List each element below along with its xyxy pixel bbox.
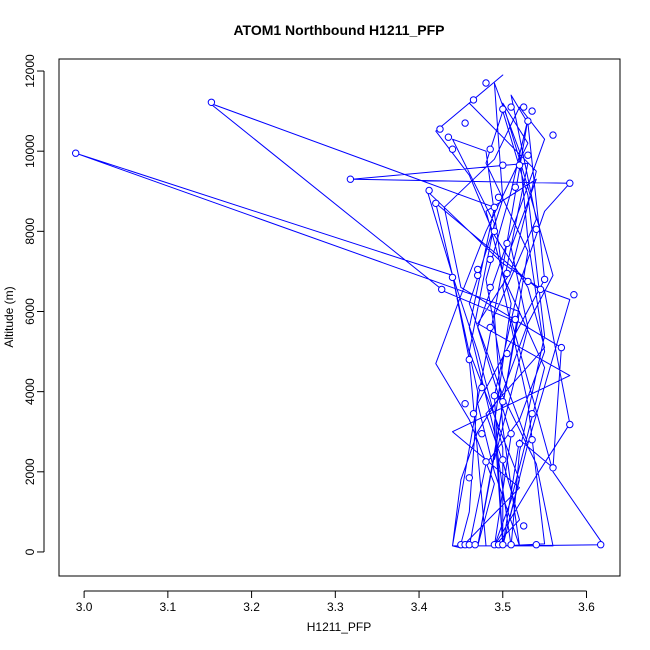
data-point	[499, 456, 507, 464]
data-point	[478, 430, 486, 438]
data-point	[528, 410, 536, 418]
x-tick-label: 3.1	[160, 600, 177, 614]
y-tick-label: 8000	[23, 218, 37, 245]
data-point	[557, 343, 566, 352]
data-point	[346, 175, 355, 183]
x-tick-label: 3.4	[411, 600, 428, 614]
plot-frame	[58, 58, 621, 577]
data-point	[507, 430, 515, 438]
data-point	[490, 203, 499, 212]
x-tick-label: 3.2	[243, 600, 260, 614]
data-point	[490, 392, 499, 400]
data-point	[499, 541, 507, 549]
series-line	[75, 74, 604, 549]
data-point	[425, 186, 433, 195]
data-point	[72, 149, 80, 157]
data-point	[524, 151, 532, 159]
data-point	[469, 410, 478, 418]
data-point	[482, 79, 490, 87]
data-point	[520, 103, 528, 111]
data-point	[465, 355, 473, 364]
data-point	[511, 315, 519, 324]
data-point	[494, 193, 503, 202]
data-point	[566, 420, 574, 429]
y-axis-label: Altitude (m)	[2, 286, 16, 347]
data-point	[499, 398, 507, 406]
chart-title: ATOM1 Northbound H1211_PFP	[233, 22, 444, 38]
x-tick-label: 3.6	[578, 600, 595, 614]
data-point	[499, 161, 507, 169]
data-point	[524, 117, 532, 125]
x-axis: 3.0 3.1 3.2 3.3 3.4 3.5 3.6	[76, 590, 595, 614]
data-point	[474, 265, 482, 274]
data-point	[532, 225, 540, 234]
y-tick-label: 10000	[23, 134, 37, 168]
data-point	[486, 145, 494, 153]
data-point	[511, 183, 519, 191]
y-axis: 0 2000 4000 6000 8000 10000 12000	[23, 54, 45, 555]
data-point	[540, 275, 549, 284]
data-point	[597, 541, 605, 549]
y-tick-label: 4000	[23, 378, 37, 405]
y-tick-label: 12000	[23, 54, 37, 88]
data-point	[528, 107, 536, 115]
data-point	[465, 474, 473, 482]
data-point	[444, 133, 453, 141]
x-axis-label: H1211_PFP	[307, 620, 371, 634]
x-tick-label: 3.3	[327, 600, 344, 614]
data-point	[432, 199, 440, 208]
data-point	[549, 464, 557, 472]
data-point	[461, 400, 469, 408]
data-point	[524, 277, 532, 286]
data-point	[499, 105, 507, 113]
data-point	[207, 98, 216, 107]
data-point	[448, 145, 457, 153]
data-point	[507, 103, 515, 111]
y-tick-label: 2000	[23, 458, 37, 485]
data-point	[570, 291, 578, 299]
data-point	[536, 285, 545, 294]
data-point	[474, 271, 482, 280]
data-point	[528, 436, 536, 444]
data-point	[461, 119, 469, 127]
y-tick-label: 6000	[23, 298, 37, 325]
data-point	[532, 541, 540, 549]
data-point	[438, 285, 446, 294]
series-layer	[72, 74, 605, 549]
data-point	[503, 349, 511, 358]
data-point	[515, 440, 524, 448]
data-point	[507, 541, 515, 549]
data-point	[448, 273, 457, 282]
data-point	[520, 522, 528, 530]
data-point	[503, 239, 511, 248]
data-point	[486, 323, 494, 332]
data-point	[469, 96, 478, 104]
data-point	[471, 541, 479, 549]
data-point	[515, 161, 524, 169]
data-point	[503, 269, 511, 278]
data-point	[478, 383, 486, 392]
x-tick-label: 3.5	[494, 600, 511, 614]
data-point	[486, 255, 494, 264]
data-point	[566, 179, 574, 187]
data-point	[490, 227, 499, 236]
data-point	[482, 458, 490, 466]
data-point	[549, 131, 557, 139]
data-point	[436, 125, 444, 133]
x-tick-label: 3.0	[76, 600, 93, 614]
y-tick-label: 0	[23, 548, 37, 555]
data-point	[486, 283, 494, 292]
